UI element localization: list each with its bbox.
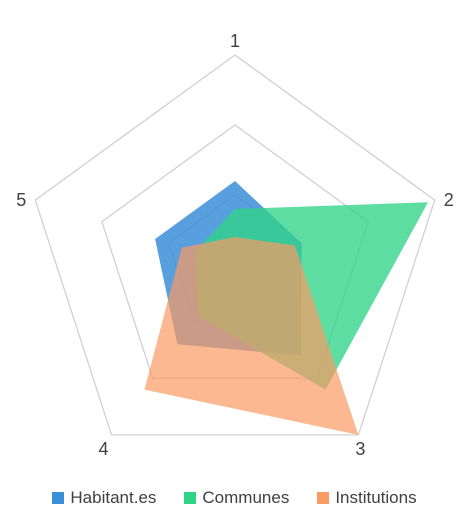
axis-label-2: 2	[444, 190, 454, 210]
legend-swatch	[184, 492, 197, 504]
radar-series	[144, 181, 429, 435]
axis-label-1: 1	[230, 31, 240, 51]
legend-item: Institutions	[317, 488, 417, 508]
legend-label: Communes	[202, 488, 290, 507]
legend-swatch	[317, 492, 330, 504]
axis-labels: 1 2 3 4 5	[16, 31, 453, 459]
series-institutions	[144, 237, 359, 435]
legend-item: Communes	[184, 488, 289, 508]
legend-label: Institutions	[335, 488, 417, 507]
legend-item: Habitant.es	[52, 488, 156, 508]
axis-label-4: 4	[99, 439, 109, 459]
axis-label-5: 5	[16, 190, 26, 210]
legend-swatch	[52, 492, 65, 504]
grid-ring-3	[34, 54, 436, 436]
legend: Habitant.es Communes Institutions	[0, 484, 469, 512]
axis-label-3: 3	[355, 439, 365, 459]
legend-label: Habitant.es	[70, 488, 157, 507]
